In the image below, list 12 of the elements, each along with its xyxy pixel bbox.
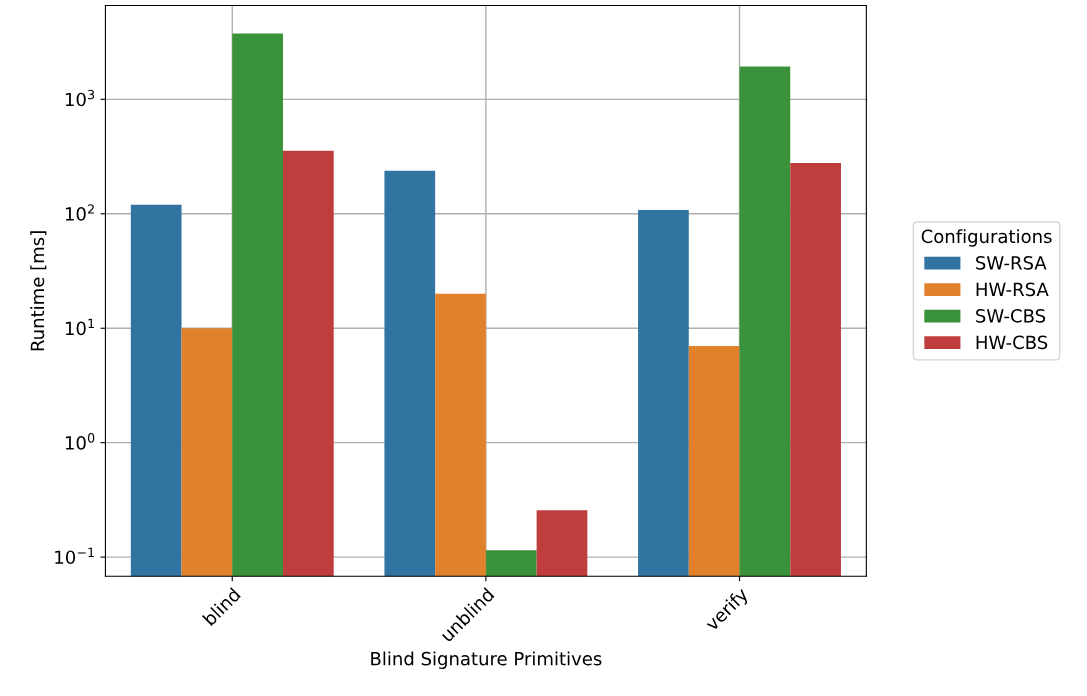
y-tick-label: 10$^{3}$ — [65, 89, 95, 107]
y-tick-label: 10$^{2}$ — [65, 204, 94, 221]
legend-label: SW-CBS — [976, 309, 1046, 323]
y-axis-title: Runtime [ms] — [30, 231, 47, 351]
legend-label: HW-RSA — [976, 282, 1049, 297]
y-tick-label: 10$^{1}$ — [65, 318, 94, 336]
y-tick-label: 10$^{−1}$ — [55, 547, 94, 565]
y-tick-label: 10$^{0}$ — [65, 433, 95, 450]
legend-label: HW-CBS — [976, 335, 1048, 350]
x-axis-title: Blind Signature Primitives — [371, 651, 602, 669]
legend-label: SW-RSA — [976, 256, 1047, 270]
legend-title: Configurations — [921, 229, 1052, 247]
